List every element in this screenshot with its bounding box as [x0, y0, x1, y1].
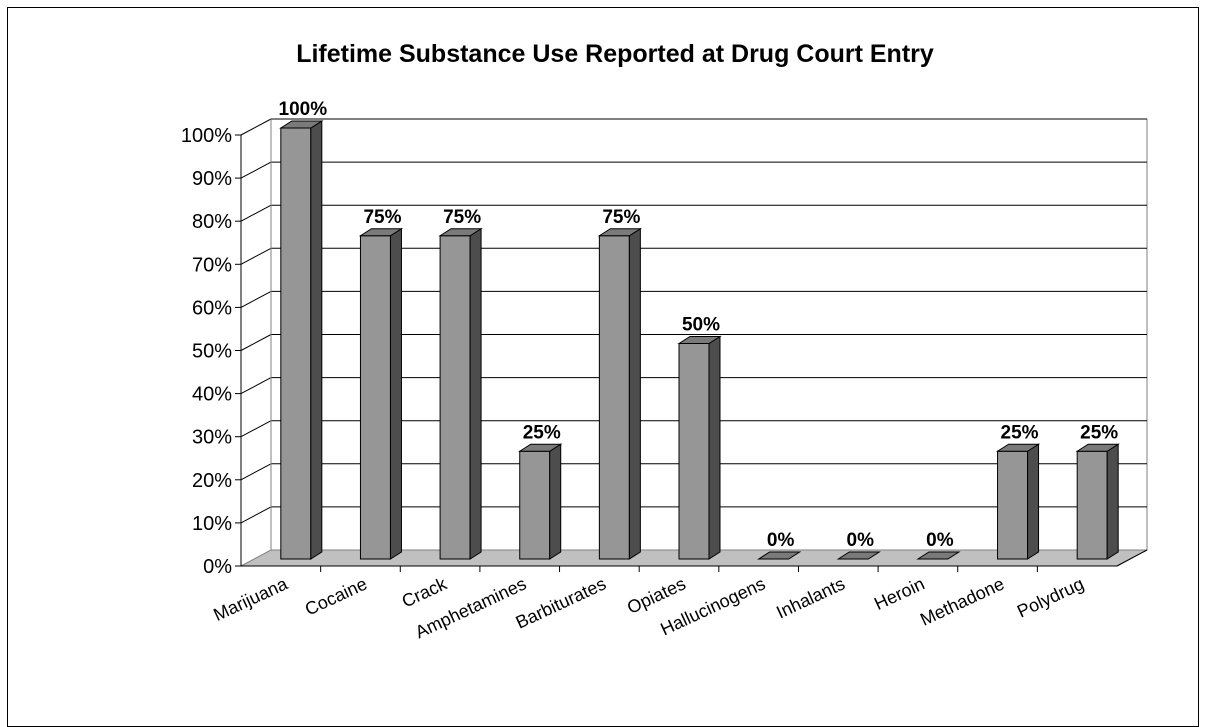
bar-front: [598, 235, 630, 560]
y-axis: 0% 10% 20% 30% 40% 50% 60% 70% 80% 90% 100%: [181, 125, 242, 578]
bar-front: [439, 235, 471, 560]
bar-top: [438, 228, 483, 237]
bar-side: [708, 335, 721, 560]
category-label: Polydrug: [1014, 573, 1087, 621]
category-label: Methadone: [917, 573, 1007, 629]
bar-top: [916, 551, 961, 560]
bar-side: [389, 227, 402, 560]
bars: [279, 120, 1120, 560]
data-label: 25%: [1080, 422, 1118, 443]
bar-side: [628, 227, 641, 560]
gridline-left-wall: [240, 118, 272, 136]
bar-side: [310, 120, 323, 560]
bar-top: [1075, 443, 1120, 452]
data-label: 0%: [847, 530, 875, 551]
gridline-left-wall: [240, 463, 272, 481]
bar-top: [358, 228, 404, 237]
bar-side: [1027, 443, 1040, 560]
y-tick-label: 80%: [192, 211, 232, 233]
gridline-left-wall: [240, 506, 272, 524]
data-label: 100%: [279, 99, 328, 120]
gridline-left-wall: [240, 247, 272, 265]
y-tick-label: 0%: [203, 556, 232, 578]
gridline-left-wall: [240, 334, 272, 351]
category-label: Cocaine: [302, 573, 370, 619]
bar-top: [836, 551, 881, 560]
bar-top: [279, 120, 324, 129]
y-tick-label: 90%: [192, 168, 232, 190]
data-labels: 100% 75% 75% 25% 75% 50% 0% 0% 0% 25% 25%: [279, 99, 1119, 551]
category-labels: Marijuana Cocaine CrackAmphetaminesBarbitu…: [210, 573, 1086, 642]
gridline-left-wall: [240, 420, 272, 438]
y-tick-label: 30%: [192, 427, 232, 449]
chart-svg: Lifetime Substance Use Reported at Drug …: [181, 40, 1148, 642]
x-axis-depth-edge: [1116, 549, 1148, 567]
y-tick-label: 40%: [192, 384, 232, 406]
category-label: Marijuana: [210, 573, 291, 625]
chart-title: Lifetime Substance Use Reported at Drug …: [296, 40, 934, 68]
bar-front: [359, 235, 391, 560]
y-tick-label: 70%: [192, 254, 232, 276]
bar-top: [756, 551, 802, 560]
y-tick-label: 20%: [192, 470, 232, 492]
gridline-left-wall: [240, 204, 272, 222]
gridline-left-wall: [240, 377, 272, 395]
category-label: Heroin: [871, 573, 928, 614]
y-tick-label: 10%: [192, 513, 232, 535]
plot-left-wall: [240, 118, 272, 550]
y-tick-label: 100%: [181, 125, 232, 147]
bar-side: [549, 443, 562, 560]
data-label: 0%: [926, 530, 954, 551]
data-label: 0%: [767, 530, 795, 551]
bar-front: [678, 343, 710, 560]
y-tick-label: 50%: [192, 341, 232, 363]
data-label: 25%: [523, 422, 561, 443]
gridline-left-wall: [240, 161, 272, 179]
category-label: Barbiturates: [513, 573, 609, 632]
data-label: 75%: [363, 207, 401, 228]
category-label: Inhalants: [773, 573, 848, 622]
x-axis: [241, 549, 1148, 572]
bar-top: [518, 443, 563, 452]
category-label: Crack: [399, 573, 451, 611]
bar-top: [677, 336, 722, 344]
bar-side: [469, 227, 482, 560]
data-label: 75%: [602, 207, 640, 228]
gridline-left-wall: [240, 290, 272, 308]
bar-front: [280, 127, 312, 560]
bar-top: [597, 228, 643, 237]
bar-front: [997, 450, 1029, 560]
bar-side: [1106, 443, 1119, 560]
bar-front: [1076, 450, 1108, 560]
data-label: 50%: [682, 315, 720, 336]
data-label: 75%: [443, 207, 481, 228]
bar-front: [519, 450, 551, 560]
y-tick-label: 60%: [192, 297, 232, 319]
bar-top: [995, 443, 1041, 452]
data-label: 25%: [1001, 422, 1039, 443]
